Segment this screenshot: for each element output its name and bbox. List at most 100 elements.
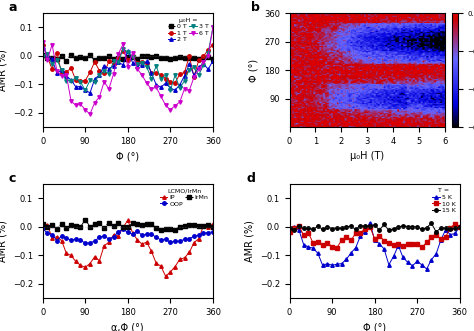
6 T: [49, 43, 55, 47]
1 T: [78, 79, 83, 83]
5 K: [410, 264, 415, 268]
6 T: [125, 65, 131, 69]
X-axis label: Φ (°): Φ (°): [116, 151, 139, 162]
15 K: [357, 224, 363, 228]
1 T: [111, 62, 117, 66]
15 K: [292, 228, 297, 232]
6 T: [40, 40, 46, 44]
2 T: [73, 85, 79, 89]
0 T: [59, 54, 64, 58]
Legend: 0 T, 1 T, 2 T, 3 T, 6 T: 0 T, 1 T, 2 T, 3 T, 6 T: [166, 16, 210, 44]
6 T: [158, 94, 164, 98]
0 T: [172, 56, 178, 60]
10 K: [348, 238, 354, 242]
3 T: [97, 73, 102, 77]
1 T: [82, 78, 88, 82]
5 K: [334, 262, 340, 266]
1 T: [135, 61, 140, 65]
2 T: [130, 61, 136, 65]
3 T: [120, 47, 126, 51]
15 K: [447, 227, 453, 231]
15 K: [353, 227, 358, 231]
10 K: [315, 240, 321, 244]
6 T: [64, 73, 69, 77]
3 T: [153, 64, 159, 68]
0 T: [111, 57, 117, 61]
6 T: [201, 60, 206, 64]
1 T: [144, 61, 150, 65]
1 T: [68, 66, 74, 70]
2 T: [120, 63, 126, 67]
6 T: [148, 87, 154, 91]
0 T: [153, 54, 159, 58]
15 K: [296, 224, 302, 228]
2 T: [54, 71, 60, 75]
6 T: [87, 112, 93, 116]
15 K: [362, 224, 368, 228]
2 T: [106, 67, 112, 71]
5 K: [329, 263, 335, 267]
15 K: [414, 225, 420, 229]
6 T: [205, 54, 211, 58]
2 T: [64, 74, 69, 78]
3 T: [106, 71, 112, 75]
6 T: [144, 81, 150, 85]
3 T: [144, 65, 150, 69]
0 T: [205, 55, 211, 59]
3 T: [101, 69, 107, 73]
0 T: [177, 55, 182, 59]
10 K: [310, 241, 316, 245]
2 T: [45, 53, 50, 57]
10 K: [405, 242, 410, 246]
2 T: [210, 59, 216, 63]
1 T: [120, 49, 126, 53]
15 K: [287, 226, 292, 230]
6 T: [73, 103, 79, 107]
X-axis label: μ₀H (T): μ₀H (T): [350, 151, 384, 162]
2 T: [78, 84, 83, 88]
0 T: [45, 56, 50, 60]
2 T: [49, 57, 55, 61]
3 T: [59, 68, 64, 72]
3 T: [68, 79, 74, 83]
3 T: [82, 88, 88, 92]
15 K: [367, 224, 373, 228]
3 T: [186, 68, 192, 72]
2 T: [125, 49, 131, 53]
6 T: [45, 58, 50, 62]
0 T: [87, 53, 93, 57]
3 T: [125, 50, 131, 54]
6 T: [92, 101, 98, 105]
5 K: [353, 246, 358, 250]
1 T: [54, 51, 60, 55]
0 T: [68, 53, 74, 57]
2 T: [172, 88, 178, 92]
1 T: [87, 71, 93, 74]
3 T: [158, 77, 164, 81]
5 K: [357, 234, 363, 238]
5 K: [414, 259, 420, 263]
1 T: [49, 67, 55, 71]
5 K: [296, 228, 302, 232]
5 K: [438, 238, 444, 242]
10 K: [386, 241, 392, 245]
0 T: [163, 56, 168, 60]
3 T: [191, 66, 197, 70]
10 K: [320, 243, 326, 247]
2 T: [201, 62, 206, 66]
10 K: [376, 234, 382, 238]
6 T: [97, 95, 102, 99]
0 T: [139, 54, 145, 58]
0 T: [135, 57, 140, 61]
2 T: [116, 61, 121, 65]
5 K: [433, 252, 439, 256]
6 T: [54, 69, 60, 72]
15 K: [320, 227, 326, 231]
Y-axis label: AMR (%): AMR (%): [0, 220, 7, 262]
5 K: [367, 220, 373, 224]
10 K: [433, 233, 439, 237]
5 K: [325, 262, 330, 266]
0 T: [64, 59, 69, 63]
5 K: [381, 247, 387, 251]
10 K: [424, 240, 429, 244]
